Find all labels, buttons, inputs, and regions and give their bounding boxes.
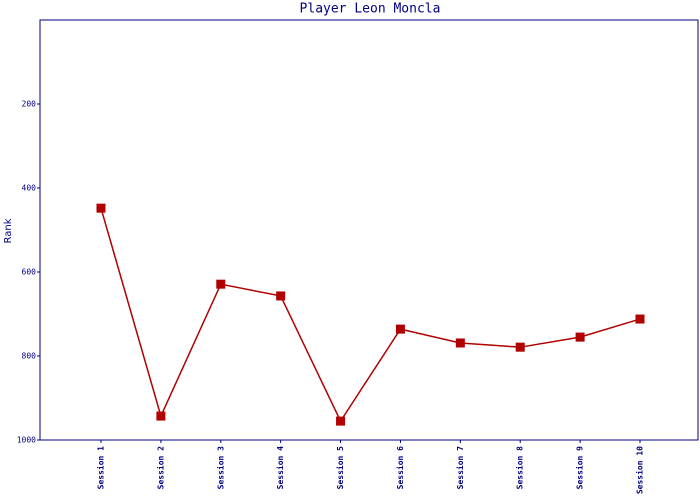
data-point (216, 279, 226, 289)
y-tick-label: 400 (22, 184, 37, 193)
data-point (635, 314, 645, 324)
data-point (515, 342, 525, 352)
y-tick-label: 200 (22, 100, 37, 109)
data-point (455, 338, 465, 348)
data-point (395, 324, 405, 334)
data-point (575, 332, 585, 342)
x-tick-label: Session 10 (635, 446, 645, 494)
data-point (96, 203, 106, 213)
data-point (156, 411, 166, 421)
x-tick-label: Session 4 (275, 446, 285, 490)
y-axis-label: Rank (3, 218, 14, 243)
data-point (336, 416, 346, 426)
x-tick-label: Session 5 (335, 446, 345, 490)
x-tick-label: Session 6 (395, 446, 405, 490)
x-tick-label: Session 7 (455, 446, 465, 490)
data-line (100, 207, 641, 423)
y-tick-label: 1000 (17, 436, 36, 445)
x-tick-label: Session 1 (96, 446, 106, 490)
x-tick-label: Session 9 (575, 446, 585, 490)
chart-title: Player Leon Moncla (300, 2, 441, 17)
x-tick-label: Session 8 (515, 446, 525, 490)
x-tick-label: Session 3 (215, 446, 225, 490)
data-point (276, 291, 286, 301)
x-tick-label: Session 2 (155, 446, 165, 490)
y-tick-label: 800 (22, 352, 37, 361)
y-tick-label: 600 (22, 268, 37, 277)
plot-frame (39, 19, 699, 441)
